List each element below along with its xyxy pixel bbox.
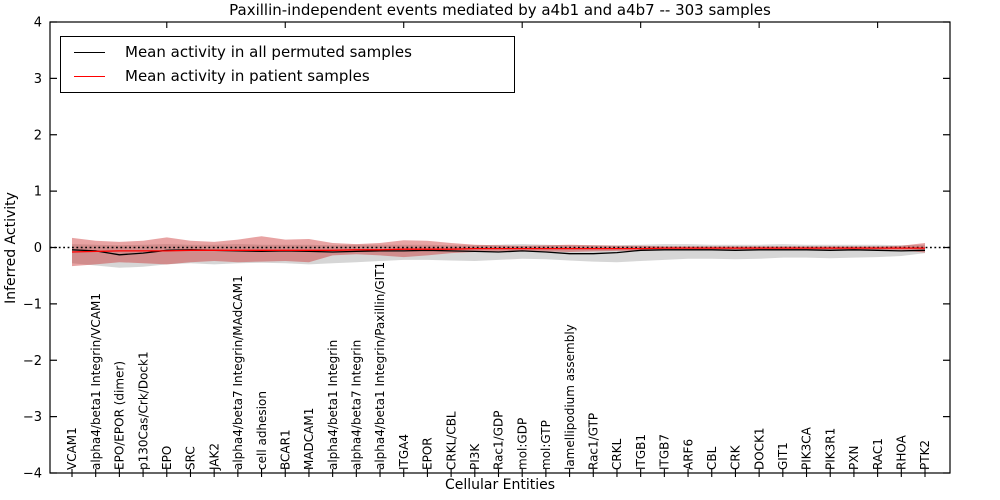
x-tick-label: ITGA4 (397, 434, 411, 470)
y-tick-label: 3 (34, 72, 42, 87)
legend-label: Mean activity in patient samples (125, 66, 370, 85)
x-tick-label: CRK (729, 444, 743, 470)
x-tick-label: SRC (184, 446, 198, 470)
x-tick-label: PIK3R1 (823, 428, 837, 470)
legend-line-sample-red (74, 75, 105, 77)
x-tick-label: CRKL (610, 438, 624, 470)
y-tick-label: −4 (23, 467, 42, 482)
x-tick-label: JAK2 (207, 443, 221, 471)
x-tick-label: PI3K (468, 443, 482, 470)
x-tick-label: RAC1 (871, 438, 885, 470)
x-tick-label: PXN (847, 446, 861, 470)
x-tick-label: MADCAM1 (302, 408, 316, 470)
confidence-band-patient (72, 236, 925, 267)
x-tick-label: PTK2 (918, 440, 932, 470)
x-tick-label: alpha4/beta1 Integrin/VCAM1 (89, 293, 103, 470)
x-tick-label: alpha4/beta1 Integrin (326, 340, 340, 470)
legend-item-patient: Mean activity in patient samples (74, 66, 514, 85)
x-tick-label: ITGB7 (658, 434, 672, 470)
x-tick-label: DOCK1 (752, 427, 766, 470)
x-tick-label: ITGB1 (634, 434, 648, 470)
legend-item-permuted: Mean activity in all permuted samples (74, 45, 514, 60)
x-tick-label: p130Cas/Crk/Dock1 (136, 351, 150, 470)
x-tick-label: cell adhesion (255, 391, 269, 470)
y-tick-label: 4 (34, 16, 42, 31)
y-tick-label: 2 (34, 128, 42, 143)
x-tick-label: lamellipodium assembly (563, 324, 577, 470)
x-tick-label: alpha4/beta1 Integrin/Paxillin/GIT1 (373, 262, 387, 470)
legend-label: Mean activity in all permuted samples (125, 43, 412, 62)
x-tick-label: EPO/EPOR (dimer) (113, 361, 127, 470)
y-tick-label: −2 (23, 354, 42, 369)
x-tick-label: mol:GDP (515, 418, 529, 470)
x-tick-label: alpha4/beta7 Integrin (350, 340, 364, 470)
x-tick-label: CRKL/CBL (444, 411, 458, 470)
x-tick-label: CBL (705, 446, 719, 470)
x-tick-label: Rac1/GDP (492, 411, 506, 470)
x-tick-label: ARF6 (681, 439, 695, 470)
x-tick-label: Rac1/GTP (586, 413, 600, 470)
x-axis-label: Cellular Entities (444, 477, 556, 493)
x-tick-label: RHOA (895, 434, 909, 470)
x-tick-label: EPOR (421, 437, 435, 470)
x-tick-label: mol:GTP (539, 420, 553, 470)
chart-title: Paxillin-independent events mediated by … (229, 1, 771, 19)
x-tick-label: alpha4/beta7 Integrin/MAdCAM1 (231, 275, 245, 470)
x-tick-label: BCAR1 (278, 429, 292, 470)
x-tick-label: VCAM1 (65, 427, 79, 470)
legend: Mean activity in all permuted samples Me… (60, 36, 515, 93)
series-line-patient (71, 247, 925, 253)
legend-line-sample-black (74, 52, 105, 54)
y-tick-label: −1 (23, 297, 42, 312)
y-tick-label: −3 (23, 410, 42, 425)
y-tick-label: 1 (34, 185, 42, 200)
y-tick-label: 0 (34, 241, 42, 256)
x-tick-label: GIT1 (776, 442, 790, 470)
x-tick-label: PIK3CA (800, 426, 814, 470)
x-tick-label: EPO (160, 446, 174, 470)
